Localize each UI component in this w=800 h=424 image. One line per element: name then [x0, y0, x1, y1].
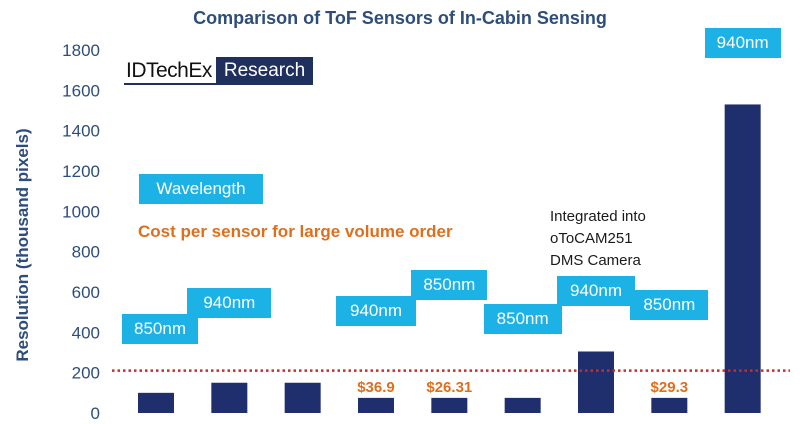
annotation-dms-camera: Integrated into oToCAM251 DMS Camera — [550, 206, 646, 272]
y-tick-label: 1600 — [62, 81, 100, 100]
logo-sub-text: Research — [215, 57, 314, 85]
cost-label: $29.3 — [651, 379, 689, 396]
bar — [431, 397, 468, 413]
y-tick-label: 1000 — [62, 202, 100, 221]
wavelength-label: 850nm — [411, 270, 488, 300]
wavelength-label: 940nm — [704, 28, 781, 58]
logo: IDTechEx Research — [124, 57, 314, 85]
annotation-line-2: oToCAM251 — [550, 230, 633, 247]
wavelength-label: 940nm — [557, 276, 635, 306]
y-tick-label: 0 — [91, 404, 100, 423]
cost-label: $26.31 — [426, 379, 472, 396]
annotation-line-1: Integrated into — [550, 208, 646, 225]
y-tick-label: 400 — [72, 323, 100, 342]
wavelength-label: 850nm — [122, 314, 198, 344]
bar — [211, 382, 248, 413]
logo-main-text: IDTechEx — [124, 57, 216, 85]
bar — [651, 397, 688, 413]
y-tick-label: 1400 — [62, 122, 100, 141]
legend-wavelength-box: Wavelength — [139, 174, 263, 204]
wavelength-label: 940nm — [336, 296, 416, 326]
y-tick-label: 200 — [72, 364, 100, 383]
y-axis-label: Resolution (thousand pixels) — [13, 128, 32, 361]
cost-label: $36.9 — [357, 379, 395, 396]
y-axis: 0 200 400 600 800 1000 1200 1400 1600 1800 — [62, 41, 100, 423]
bar — [504, 397, 541, 413]
annotation-line-3: DMS Camera — [550, 252, 641, 269]
chart-title: Comparison of ToF Sensors of In-Cabin Se… — [193, 8, 607, 28]
bar — [284, 382, 321, 413]
bar — [358, 397, 394, 413]
wavelength-label: 850nm — [630, 290, 709, 320]
y-tick-label: 1200 — [62, 162, 100, 181]
wavelength-label: 850nm — [483, 304, 562, 334]
cost-labels: $36.9 $26.31 $29.3 — [357, 379, 688, 396]
y-tick-label: 600 — [72, 283, 100, 302]
y-tick-label: 800 — [72, 243, 100, 262]
y-tick-label: 1800 — [62, 41, 100, 60]
bar — [724, 104, 761, 413]
wavelength-label: 940nm — [187, 288, 272, 318]
bar — [138, 392, 174, 413]
bars — [138, 104, 761, 413]
bar — [578, 351, 614, 413]
legend-cost-label: Cost per sensor for large volume order — [138, 222, 453, 241]
